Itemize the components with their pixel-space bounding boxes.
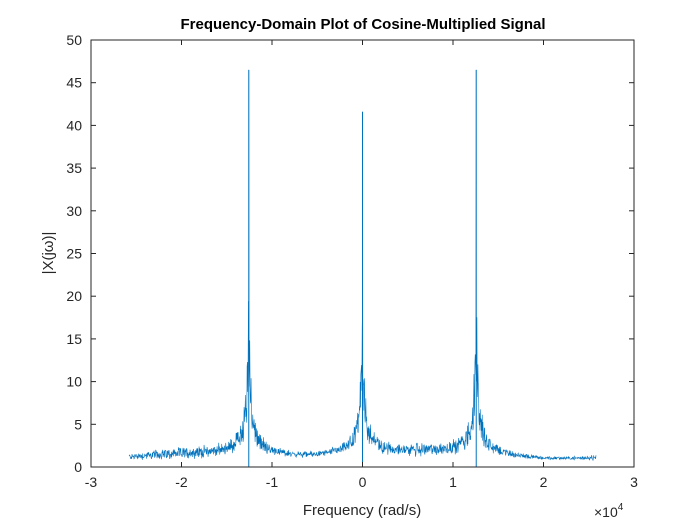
x-tick-label: 2	[540, 474, 548, 490]
x-axis-multiplier: ×104	[594, 502, 624, 520]
y-tick-label: 25	[66, 246, 82, 262]
x-axis-label: Frequency (rad/s)	[303, 502, 421, 519]
x-tick-label: -3	[85, 474, 98, 490]
y-axis-label: |X(jω)|	[40, 232, 57, 275]
x-tick-label: 0	[359, 474, 367, 490]
y-tick-label: 5	[74, 416, 82, 432]
x-tick-label: 3	[630, 474, 638, 490]
y-tick-label: 10	[66, 374, 82, 390]
y-tick-label: 30	[66, 203, 82, 219]
chart-title: Frequency-Domain Plot of Cosine-Multipli…	[180, 16, 545, 33]
y-tick-label: 0	[74, 459, 82, 475]
y-tick-label: 40	[66, 117, 82, 133]
x-tick-label: 1	[449, 474, 457, 490]
spectrum-line-group	[128, 69, 597, 467]
x-tick-label: -2	[175, 474, 188, 490]
x-tick-label: -1	[266, 474, 279, 490]
x-multiplier-exponent: 4	[618, 502, 624, 513]
y-tick-label: 50	[66, 32, 82, 48]
y-tick-label: 35	[66, 160, 82, 176]
y-tick-label: 45	[66, 75, 82, 91]
y-tick-label: 15	[66, 331, 82, 347]
y-tick-label: 20	[66, 288, 82, 304]
x-multiplier-base: ×10	[594, 504, 618, 520]
